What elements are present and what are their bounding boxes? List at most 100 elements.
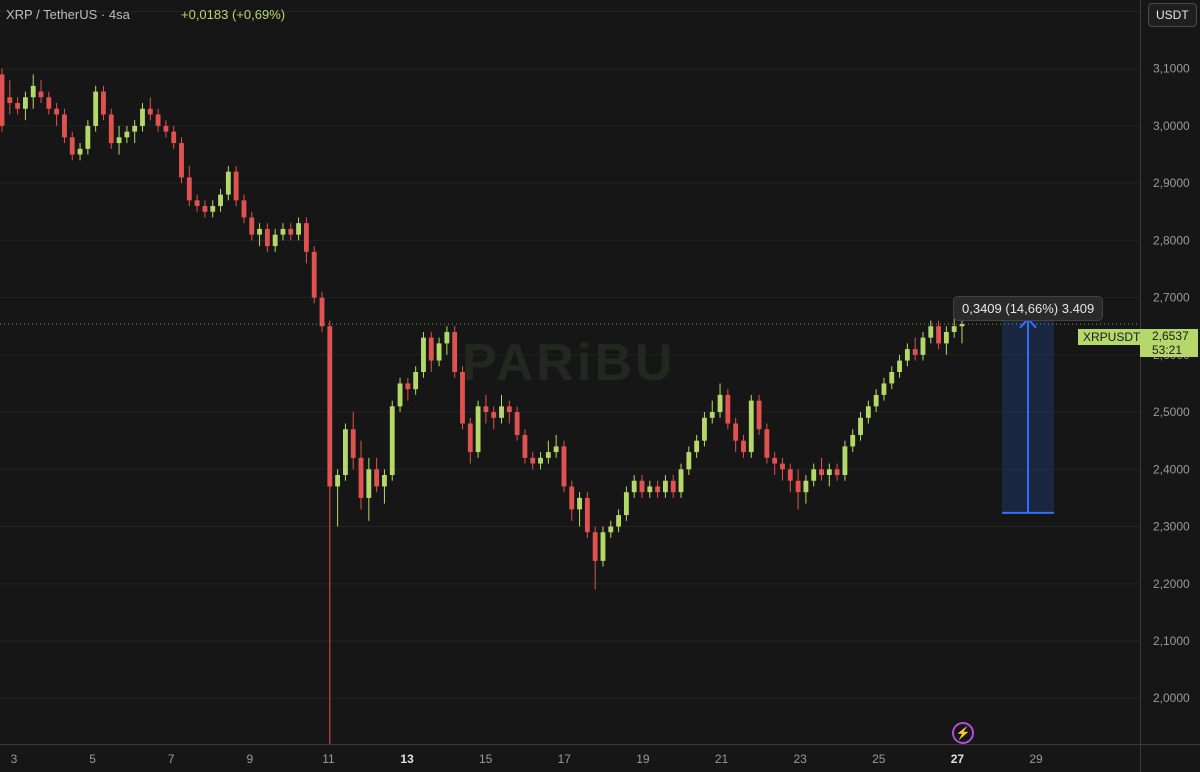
candle-body (569, 486, 575, 510)
y-tick-label: 2,7000 (1153, 291, 1190, 305)
candle-body (897, 360, 902, 372)
candle-body (77, 148, 83, 155)
candle-body (694, 440, 700, 453)
change-label: +0,0183 (+0,69%) (181, 7, 286, 22)
candle-body (108, 114, 114, 144)
symbol-label[interactable]: XRP / TetherUS · 4sa (6, 7, 130, 22)
candle-body (335, 475, 341, 487)
candle-body (186, 177, 192, 201)
x-tick-label: 17 (558, 752, 572, 766)
candle-body (342, 429, 348, 476)
candle-body (327, 326, 333, 487)
candle-body (124, 131, 130, 138)
candle-body (553, 446, 559, 453)
candle-body (639, 480, 645, 493)
candle-body (69, 137, 75, 155)
y-tick-label: 2,5000 (1153, 405, 1190, 419)
candle-body (522, 434, 528, 458)
x-tick-label: 23 (793, 752, 807, 766)
candle-body (959, 324, 965, 327)
candle-body (881, 383, 887, 395)
candle-body (467, 423, 473, 453)
price-axis: 3,20003,10003,00002,90002,80002,70002,60… (1140, 0, 1190, 772)
candle-body (826, 469, 832, 476)
y-tick-label: 2,1000 (1153, 634, 1190, 648)
candle-body (132, 125, 138, 132)
y-tick-label: 2,0000 (1153, 691, 1190, 705)
x-tick-label: 11 (322, 752, 335, 766)
candle-body (608, 526, 614, 533)
candle-body (741, 440, 746, 453)
candle-body (725, 394, 731, 424)
candle-body (93, 91, 99, 126)
candle-body (717, 394, 723, 413)
candle-body (296, 223, 302, 235)
candle-body (514, 412, 520, 435)
candle-body (311, 251, 317, 298)
candle-body (678, 469, 684, 493)
candle-body (405, 383, 411, 390)
lightning-icon[interactable]: ⚡ (952, 722, 974, 744)
candle-body (280, 228, 286, 235)
candle-body (623, 492, 629, 516)
candle-body (600, 532, 606, 561)
candle-body (460, 372, 465, 424)
candle-body (30, 85, 36, 98)
candle-body (780, 463, 785, 470)
candle-body (116, 137, 122, 144)
candle-body (499, 406, 504, 418)
candle-body (803, 480, 809, 493)
candle-body (163, 125, 169, 132)
candle-body (22, 97, 28, 109)
candle-body (530, 457, 536, 464)
candle-body (272, 234, 278, 247)
candle-body (561, 446, 567, 487)
candle-body (545, 452, 551, 458)
x-tick-label: 29 (1029, 752, 1043, 766)
y-tick-label: 2,9000 (1153, 176, 1190, 190)
candle-body (865, 406, 871, 418)
candle-body (647, 486, 653, 493)
candle-body (795, 480, 801, 493)
candle-body (702, 417, 707, 441)
candle-body (46, 97, 52, 109)
y-tick-label: 2,8000 (1153, 233, 1190, 247)
candle-body (834, 469, 840, 476)
candle-body (858, 417, 863, 435)
candle-body (616, 515, 622, 527)
y-tick-label: 2,4000 (1153, 462, 1190, 476)
candle-body (811, 469, 817, 481)
currency-button[interactable]: USDT (1148, 3, 1197, 27)
candle-body (249, 217, 255, 235)
bar-countdown: 53:21 (1152, 343, 1183, 357)
candle-body (210, 206, 216, 212)
y-tick-label: 2,2000 (1153, 577, 1190, 591)
candle-body (951, 326, 957, 332)
measure-tooltip: 0,3409 (14,66%) 3.409 (953, 296, 1104, 321)
candle-body (592, 532, 598, 561)
x-tick-label: 25 (872, 752, 886, 766)
candle-body (787, 469, 793, 481)
candle-body (233, 171, 239, 201)
candle-body (850, 434, 856, 447)
candle-body (772, 457, 778, 464)
candle-body (85, 125, 91, 149)
candle-body (686, 452, 692, 470)
candle-body (389, 406, 395, 476)
candle-body (444, 331, 450, 344)
candle-body (428, 337, 434, 361)
candle-body (366, 469, 372, 498)
candle-body (155, 114, 161, 126)
candle-body (421, 337, 426, 372)
candle-body (904, 349, 910, 361)
candle-body (491, 412, 497, 418)
candle-body (350, 429, 356, 458)
candle-body (194, 200, 200, 207)
last-price-symbol-tag: XRPUSDT (1078, 329, 1146, 345)
candle-body (171, 131, 177, 144)
candle-body (764, 429, 770, 458)
candle-body (584, 497, 590, 533)
x-tick-label: 5 (89, 752, 96, 766)
candle-body (912, 349, 918, 355)
